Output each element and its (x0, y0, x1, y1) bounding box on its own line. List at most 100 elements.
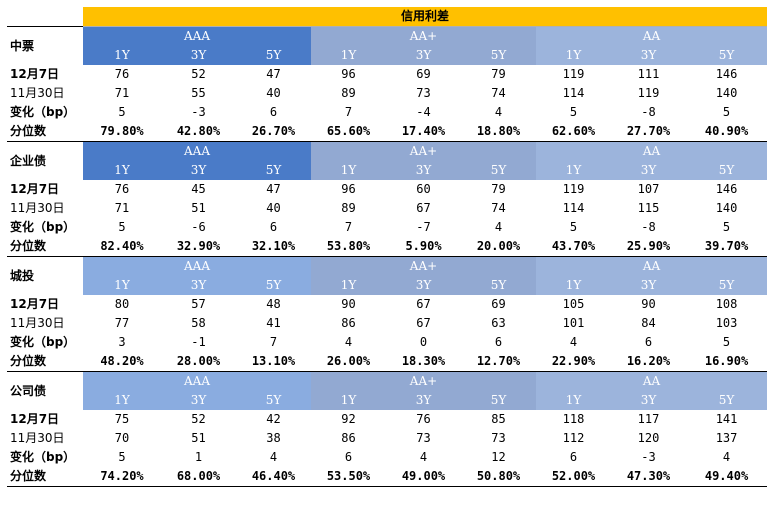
value-cell: 16.20% (611, 352, 686, 372)
tenor-label: 3Y (161, 46, 236, 65)
value-cell: 96 (341, 67, 356, 81)
percentile-row: 分位数 79.80% 42.80% 26.70% 65.60% 17.40% 18.80% 6… (7, 122, 768, 142)
value-cell: 32.90% (161, 237, 236, 257)
value-cell: 5 (118, 220, 126, 234)
current-row: 12月7日 76 45 47 96 60 79 119 107 146 (7, 180, 767, 199)
value-cell: 3 (118, 335, 126, 349)
value-cell: 6 (494, 335, 503, 349)
value-cell: 52 (191, 412, 206, 426)
percentile-row: 分位数 74.20% 68.00% 46.40% 53.50% 49.00% 50.80% 5… (7, 467, 768, 487)
tenor-label: 1Y (536, 276, 611, 295)
value-cell: 47 (266, 182, 281, 196)
group-aa-label: AA (536, 256, 768, 276)
value-cell: 67 (416, 297, 431, 311)
value-cell: 57 (191, 297, 206, 311)
tenor-row: 1Y 3Y 5Y 1Y 3Y 5Y 1Y 3Y 5Y (7, 46, 768, 65)
value-cell: 86 (341, 431, 356, 445)
tenor-row: 1Y 3Y 5Y 1Y 3Y 5Y 1Y 3Y 5Y (7, 161, 768, 180)
value-cell: 114 (562, 86, 585, 100)
group-aa-plus-label: AA+ (311, 26, 536, 46)
value-cell: 55 (191, 86, 206, 100)
current-row: 12月7日 75 52 42 92 76 85 118 117 141 (7, 410, 767, 429)
value-cell: 50.80% (461, 467, 536, 487)
row-label: 变化（bp） (10, 335, 76, 349)
value-cell: 32.10% (236, 237, 311, 257)
value-cell: 71 (114, 201, 130, 215)
tenor-row: 1Y 3Y 5Y 1Y 3Y 5Y 1Y 3Y 5Y (7, 276, 768, 295)
row-label: 11月30日 (10, 316, 65, 330)
value-cell: 96 (341, 182, 356, 196)
tenor-label: 5Y (686, 276, 768, 295)
value-cell: 74.20% (83, 467, 161, 487)
group-aa-plus-label: AA+ (311, 256, 536, 276)
table-title: 信用利差 (83, 7, 768, 27)
value-cell: 76 (114, 67, 130, 81)
tenor-label: 3Y (611, 276, 686, 295)
value-cell: 43.70% (536, 237, 611, 257)
row-label: 分位数 (7, 122, 83, 142)
percentile-row: 分位数 82.40% 32.90% 32.10% 53.80% 5.90% 20.00% 43… (7, 237, 768, 257)
value-cell: 40 (266, 201, 281, 215)
tenor-label: 3Y (161, 161, 236, 180)
value-cell: 4 (569, 335, 578, 349)
tenor-label: 3Y (161, 276, 236, 295)
value-cell: 70 (114, 431, 130, 445)
value-cell: 27.70% (611, 122, 686, 142)
value-cell: -7 (416, 220, 431, 234)
value-cell: 76 (416, 412, 431, 426)
value-cell: -3 (191, 105, 206, 119)
row-label: 变化（bp） (10, 220, 76, 234)
value-cell: -8 (641, 220, 656, 234)
value-cell: 18.30% (386, 352, 461, 372)
group-aa-plus-label: AA+ (311, 141, 536, 161)
value-cell: 112 (562, 431, 585, 445)
value-cell: 4 (269, 450, 278, 464)
value-cell: 80 (114, 297, 130, 311)
value-cell: 140 (715, 86, 738, 100)
value-cell: 5.90% (386, 237, 461, 257)
change-row: 变化（bp） 5 -6 6 7 -7 4 5 -8 5 (7, 218, 767, 237)
value-cell: 5 (722, 105, 731, 119)
previous-row: 11月30日 71 51 40 89 67 74 114 115 140 (7, 199, 767, 218)
value-cell: 90 (341, 297, 356, 311)
value-cell: 73 (491, 431, 506, 445)
value-cell: 6 (344, 450, 353, 464)
tenor-label: 1Y (83, 276, 161, 295)
change-row: 变化（bp） 5 -3 6 7 -4 4 5 -8 5 (7, 103, 767, 122)
group-aaa-label: AAA (83, 141, 311, 161)
value-cell: 4 (494, 220, 503, 234)
value-cell: 45 (191, 182, 206, 196)
value-cell: 77 (114, 316, 130, 330)
value-cell: 85 (491, 412, 506, 426)
value-cell: 7 (269, 335, 278, 349)
value-cell: 62.60% (536, 122, 611, 142)
value-cell: 39.70% (686, 237, 768, 257)
value-cell: 76 (114, 182, 130, 196)
value-cell: 4 (419, 450, 428, 464)
row-label: 分位数 (7, 467, 83, 487)
tenor-label: 3Y (386, 276, 461, 295)
row-label: 11月30日 (10, 201, 65, 215)
value-cell: 86 (341, 316, 356, 330)
value-cell: 71 (114, 86, 130, 100)
row-label: 11月30日 (10, 431, 65, 445)
tenor-label: 5Y (236, 46, 311, 65)
tenor-label: 5Y (236, 391, 311, 410)
value-cell: 5 (722, 335, 731, 349)
value-cell: 40.90% (686, 122, 768, 142)
value-cell: 4 (722, 450, 731, 464)
value-cell: 26.00% (311, 352, 386, 372)
change-row: 变化（bp） 3 -1 7 4 0 6 4 6 5 (7, 333, 767, 352)
value-cell: 137 (715, 431, 738, 445)
title-row: 信用利差 (7, 7, 768, 27)
value-cell: 6 (269, 220, 278, 234)
value-cell: -8 (641, 105, 656, 119)
value-cell: 107 (637, 182, 660, 196)
value-cell: 118 (562, 412, 585, 426)
value-cell: 18.80% (461, 122, 536, 142)
section-header-row: 中票 AAA AA+ AA (7, 26, 768, 65)
value-cell: 89 (341, 86, 356, 100)
value-cell: 51 (191, 201, 206, 215)
section-name: 企业债 (7, 141, 83, 180)
group-aa-label: AA (536, 26, 768, 46)
